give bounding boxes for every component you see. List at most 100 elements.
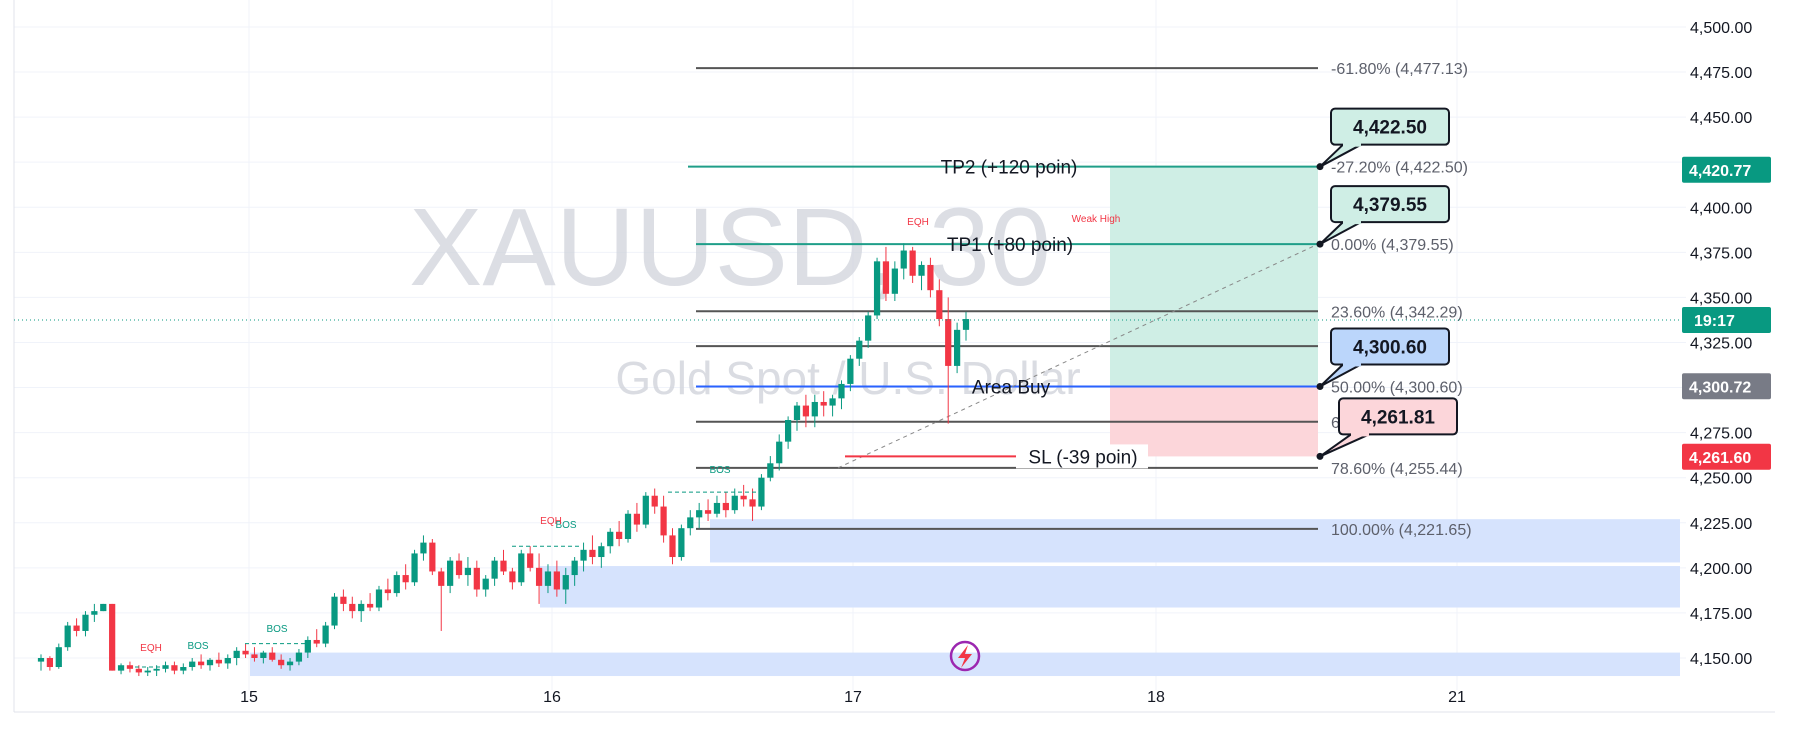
candle-body [962, 319, 970, 330]
candle-body [891, 268, 898, 294]
candle-body [785, 420, 792, 442]
candle-body [82, 614, 89, 631]
candle-body [740, 495, 747, 500]
trade-zones [250, 166, 1680, 677]
candle-body [953, 329, 961, 366]
candle-body [340, 596, 347, 604]
watermark-symbol: XAUUSD, 30 [409, 186, 1051, 309]
price-callouts: 4,422.50 4,379.55 4,300.60 4,261.81 [1316, 107, 1458, 460]
candle-body [562, 575, 569, 590]
candle-body [135, 668, 142, 673]
candle-body [37, 658, 45, 662]
area-buy-label: Area Buy [972, 377, 1051, 398]
callout-anchor-dot [1316, 382, 1324, 390]
candle-body [713, 502, 721, 514]
price-tick-label: 4,350.00 [1690, 290, 1752, 307]
price-callout: 4,379.55 [1316, 185, 1450, 248]
candle-body [313, 639, 320, 644]
price-tick-label: 4,225.00 [1690, 516, 1752, 533]
price-tag-text: 19:17 [1694, 313, 1735, 330]
candle-body [260, 652, 267, 658]
candle-body [438, 571, 445, 586]
candle-body [838, 383, 845, 399]
fib-level-label: 100.00% (4,221.65) [1331, 522, 1472, 539]
price-tag-text: 4,261.60 [1689, 450, 1751, 467]
time-axis[interactable]: 15 16 17 18 21 [240, 689, 1466, 706]
candle-body [936, 290, 943, 320]
candle-body [909, 250, 916, 276]
candle-body [527, 553, 534, 568]
candle-body [535, 567, 543, 586]
candle-body [865, 315, 872, 341]
tp1-label: TP1 (+80 poin) [947, 235, 1073, 256]
lightning-icon[interactable] [949, 640, 981, 672]
callout-value: 4,422.50 [1353, 118, 1427, 139]
candle-body [571, 560, 578, 576]
candle-body [811, 401, 818, 417]
candle-body [669, 535, 676, 558]
price-tick-label: 4,450.00 [1690, 110, 1752, 127]
candle-body [286, 661, 294, 666]
candle-body [393, 575, 400, 594]
bos-label: BOS [187, 641, 208, 652]
price-tick-label: 4,475.00 [1690, 65, 1752, 82]
price-axis[interactable]: 4,500.004,475.004,450.004,425.004,400.00… [1690, 20, 1752, 668]
candle-body [491, 560, 498, 579]
candle-body [776, 441, 783, 464]
price-tag-box [1682, 443, 1771, 470]
candle-body [206, 659, 214, 666]
fib-level-label: 0.00% (4,379.55) [1331, 237, 1454, 254]
time-tick-label: 15 [240, 689, 258, 706]
fib-trend-line [837, 243, 1319, 469]
candle-body [500, 560, 507, 572]
candle-body [144, 670, 151, 673]
candle-body [278, 659, 285, 666]
candle-body [767, 463, 774, 478]
candle-body [660, 506, 667, 536]
price-tag-box [1682, 306, 1771, 333]
candle-body [242, 650, 249, 655]
candle-body [64, 625, 71, 648]
candle-body [117, 665, 125, 671]
demand-zone-upper [710, 519, 1680, 563]
candle-body [100, 603, 107, 612]
candle-body [91, 611, 98, 615]
callout-joint [1343, 141, 1361, 147]
candle-body [304, 639, 311, 653]
candle-body [873, 261, 881, 316]
price-axis-tags: 4,420.77 19:17 4,300.72 4,261.60 [1682, 156, 1771, 470]
fib-level-label: 23.60% (4,342.29) [1331, 304, 1463, 321]
candle-body [126, 665, 134, 669]
weak-high-label: Weak High [1072, 214, 1121, 225]
callout-box [1330, 107, 1450, 146]
price-callout: 4,422.50 [1316, 107, 1450, 171]
candle-body [687, 517, 694, 529]
candle-body [598, 546, 605, 558]
sl-label-bg [1016, 444, 1148, 469]
candle-body [322, 625, 329, 644]
symbol-watermark: XAUUSD, 30 Gold Spot / U.S. Dollar [409, 186, 1081, 404]
candle-body [420, 542, 427, 554]
candle-body [55, 647, 62, 668]
price-callout: 4,261.81 [1316, 397, 1458, 460]
candle-body [447, 560, 454, 586]
candle-body [473, 567, 480, 590]
candle-body [900, 250, 907, 269]
price-tag-box [1682, 156, 1771, 183]
price-tick-label: 4,175.00 [1690, 606, 1752, 623]
eqh-label: EQH [140, 643, 162, 654]
price-tick-label: 4,275.00 [1690, 426, 1752, 443]
callout-box [1330, 185, 1450, 224]
take-profit-zone [1110, 166, 1318, 387]
callout-pointer [1319, 433, 1370, 458]
candle-body [802, 405, 810, 417]
candle-body [927, 264, 934, 291]
candle-body [171, 665, 178, 671]
candle-body [402, 575, 409, 583]
candle-body [73, 625, 80, 631]
time-tick-label: 16 [543, 689, 561, 706]
candle-body [197, 661, 205, 666]
candle-body [553, 571, 560, 590]
candle-body [331, 596, 338, 626]
